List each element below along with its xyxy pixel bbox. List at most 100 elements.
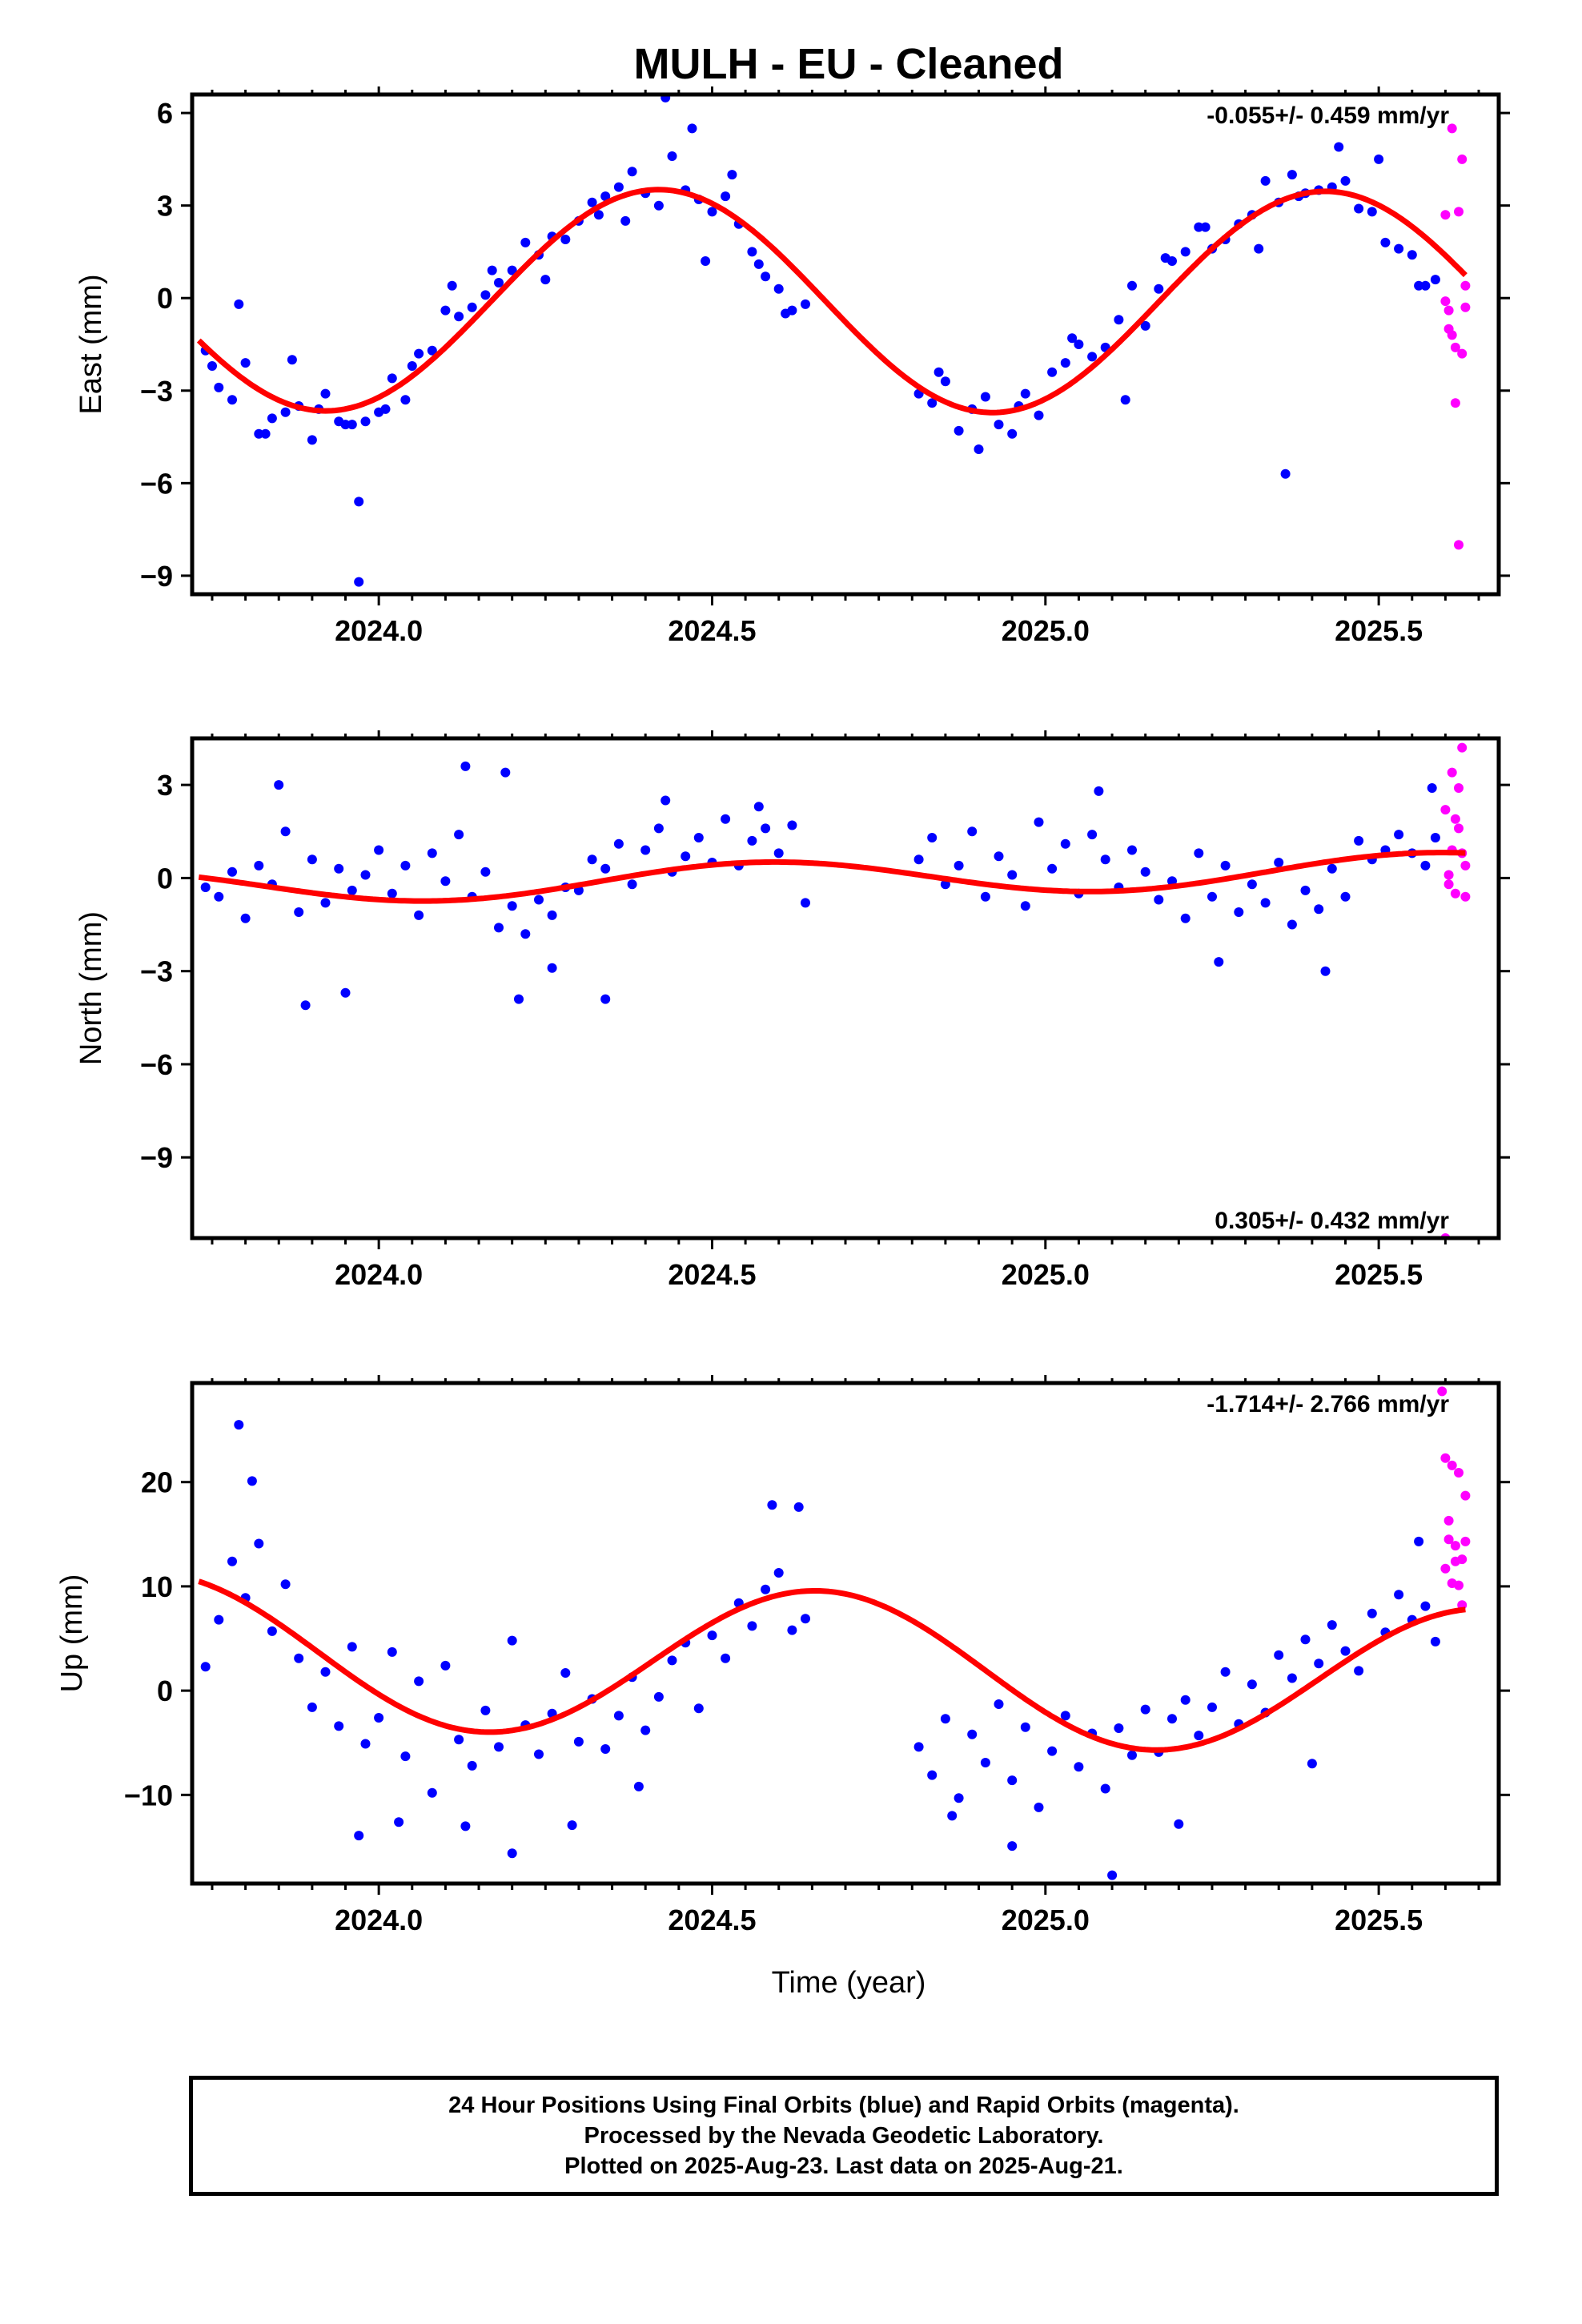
north-final-point bbox=[1060, 838, 1070, 849]
north-final-point bbox=[347, 885, 357, 895]
east-final-point bbox=[240, 358, 251, 368]
east-final-point bbox=[1120, 395, 1130, 405]
east-final-point bbox=[234, 299, 244, 309]
north-final-point bbox=[454, 830, 464, 840]
up-panel: 2024.0 2024.5 2025.0 2025.5 20 10 0 −10 Up (mm) -… bbox=[55, 1375, 1510, 1936]
x-axis-label: Time (year) bbox=[772, 1966, 926, 2000]
north-x-tick-label: 2025.5 bbox=[1335, 1258, 1423, 1291]
up-final-point bbox=[1327, 1620, 1337, 1630]
north-final-point bbox=[661, 795, 671, 806]
east-final-point bbox=[540, 275, 551, 285]
north-final-point bbox=[994, 851, 1004, 862]
north-final-point bbox=[1140, 866, 1150, 877]
north-final-point bbox=[480, 866, 491, 877]
north-final-point bbox=[274, 780, 284, 790]
north-final-point bbox=[214, 891, 224, 902]
north-final-point bbox=[801, 898, 810, 908]
north-rapid-point bbox=[1443, 870, 1454, 880]
north-final-point bbox=[1047, 863, 1058, 874]
north-rapid-point bbox=[1460, 860, 1471, 870]
up-final-point bbox=[967, 1729, 978, 1739]
north-final-point bbox=[360, 870, 371, 880]
east-final-point bbox=[801, 299, 810, 309]
north-panel: 2024.0 2024.5 2025.0 2025.5 3 0 −3 −6 −9 North (m… bbox=[74, 730, 1510, 1291]
up-final-point bbox=[1367, 1608, 1377, 1618]
north-rapid-point bbox=[1443, 879, 1454, 890]
north-final-point bbox=[1007, 870, 1018, 880]
east-final-point bbox=[1067, 333, 1078, 344]
east-y-tick-label: −6 bbox=[140, 467, 173, 500]
up-frame bbox=[190, 1381, 1501, 1886]
up-final-point bbox=[1307, 1759, 1317, 1769]
east-final-point bbox=[494, 278, 504, 287]
east-final-point bbox=[613, 182, 624, 192]
east-final-point bbox=[781, 308, 791, 319]
up-final-point bbox=[1420, 1601, 1431, 1611]
east-final-point bbox=[687, 123, 697, 134]
up-y-axis-label: Up (mm) bbox=[55, 1574, 89, 1693]
east-final-point bbox=[414, 348, 424, 359]
up-final-point bbox=[334, 1721, 344, 1731]
figure-title: MULH - EU - Cleaned bbox=[633, 40, 1063, 88]
east-final-point bbox=[427, 345, 437, 356]
east-final-point bbox=[1154, 283, 1164, 294]
up-final-point bbox=[247, 1476, 257, 1486]
north-final-point bbox=[320, 898, 331, 908]
east-final-point bbox=[307, 435, 317, 445]
north-final-point bbox=[414, 910, 424, 920]
up-final-point bbox=[1414, 1536, 1424, 1546]
east-final-point bbox=[1280, 468, 1291, 479]
up-final-point bbox=[214, 1614, 224, 1625]
up-final-point bbox=[400, 1751, 411, 1762]
north-final-point bbox=[600, 863, 611, 874]
up-final-point bbox=[653, 1691, 664, 1702]
up-final-point bbox=[1167, 1714, 1177, 1724]
up-y-tick-label: 20 bbox=[141, 1466, 173, 1499]
east-x-tick-label: 2024.5 bbox=[668, 614, 756, 647]
east-rate-label: -0.055+/- 0.459 mm/yr bbox=[1207, 103, 1449, 129]
north-y-tick-label: −9 bbox=[140, 1141, 173, 1174]
north-final-point bbox=[787, 820, 797, 830]
east-final-point bbox=[400, 395, 411, 405]
east-final-point bbox=[1287, 170, 1297, 180]
east-model-curve bbox=[196, 187, 1468, 416]
east-final-point bbox=[747, 247, 757, 257]
up-final-point bbox=[1194, 1731, 1204, 1741]
up-y-tick-label: 10 bbox=[141, 1570, 173, 1603]
east-final-point bbox=[721, 191, 731, 202]
up-final-point bbox=[1174, 1819, 1184, 1829]
up-rapid-point bbox=[1447, 1460, 1457, 1470]
east-final-point bbox=[380, 404, 391, 414]
north-final-point bbox=[1100, 854, 1110, 865]
north-final-point bbox=[427, 848, 437, 858]
north-final-point bbox=[1214, 957, 1224, 967]
east-panel: 2024.0 2024.5 2025.0 2025.5 6 3 0 −3 −6 −9 East (m… bbox=[74, 86, 1510, 647]
up-final-point bbox=[773, 1568, 784, 1578]
north-final-point bbox=[1420, 860, 1431, 870]
east-final-point bbox=[214, 382, 224, 392]
east-y-axis-label: East (mm) bbox=[74, 274, 108, 414]
north-final-point bbox=[1127, 845, 1137, 855]
up-final-point bbox=[633, 1781, 644, 1791]
up-final-point bbox=[360, 1739, 371, 1749]
north-final-point bbox=[200, 883, 211, 892]
east-final-point bbox=[1380, 237, 1391, 247]
up-model-curve bbox=[198, 1578, 1466, 1753]
up-final-point bbox=[394, 1817, 404, 1827]
east-rapid-point bbox=[1440, 210, 1451, 220]
east-final-point bbox=[1160, 253, 1170, 263]
north-y-tick-label: 0 bbox=[157, 862, 173, 895]
up-final-point bbox=[467, 1760, 477, 1771]
east-final-point bbox=[753, 259, 764, 269]
up-final-point bbox=[454, 1735, 464, 1745]
east-final-point bbox=[254, 428, 264, 439]
north-final-point bbox=[1274, 858, 1284, 867]
up-final-point bbox=[567, 1820, 577, 1831]
east-final-point bbox=[320, 388, 331, 399]
north-final-point bbox=[627, 879, 637, 890]
up-final-point bbox=[721, 1653, 731, 1663]
up-rapid-point bbox=[1450, 1541, 1460, 1551]
up-final-point bbox=[1354, 1666, 1364, 1676]
north-final-point bbox=[307, 854, 317, 865]
east-final-point bbox=[287, 355, 297, 365]
